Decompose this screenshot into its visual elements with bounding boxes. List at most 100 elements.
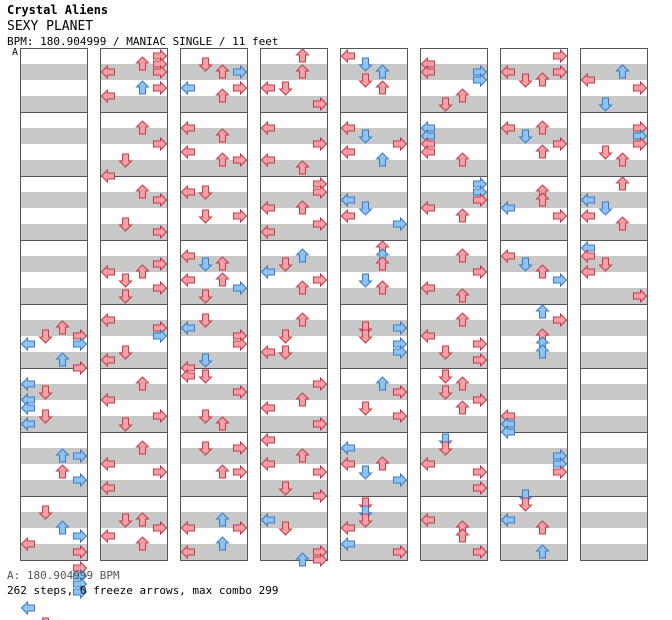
arrow-left-icon bbox=[180, 272, 195, 288]
arrow-left-icon bbox=[100, 168, 115, 184]
arrow-up-icon bbox=[55, 520, 70, 535]
arrow-right-icon bbox=[233, 64, 248, 80]
arrow-right-icon bbox=[393, 472, 408, 488]
arrow-left-icon bbox=[340, 192, 355, 208]
arrow-up-icon bbox=[375, 80, 390, 95]
arrow-up-icon bbox=[375, 64, 390, 79]
arrow-right-icon bbox=[313, 552, 328, 568]
arrow-right-icon bbox=[153, 64, 168, 80]
arrow-left-icon bbox=[500, 200, 515, 216]
arrow-down-icon bbox=[358, 329, 373, 344]
chart-column bbox=[500, 48, 568, 561]
arrow-down-icon bbox=[598, 97, 613, 112]
beat-band bbox=[420, 352, 488, 368]
beat-band bbox=[260, 256, 328, 272]
arrow-right-icon bbox=[473, 192, 488, 208]
arrow-down-icon bbox=[118, 345, 133, 360]
arrow-up-icon bbox=[295, 248, 310, 263]
arrow-left-icon bbox=[180, 368, 195, 384]
arrow-up-icon bbox=[135, 512, 150, 527]
beat-band bbox=[500, 160, 568, 176]
beat-band bbox=[180, 64, 248, 80]
beat-band bbox=[260, 160, 328, 176]
arrow-left-icon bbox=[100, 264, 115, 280]
measure-frame bbox=[340, 496, 408, 561]
arrow-up-icon bbox=[455, 152, 470, 167]
arrow-up-icon bbox=[375, 456, 390, 471]
arrow-right-icon bbox=[633, 288, 648, 304]
beat-band bbox=[500, 224, 568, 240]
beat-band bbox=[100, 384, 168, 400]
beat-band bbox=[340, 128, 408, 144]
arrow-right-icon bbox=[553, 48, 568, 64]
arrow-up-icon bbox=[615, 216, 630, 231]
beat-band bbox=[180, 128, 248, 144]
chart-column bbox=[20, 48, 88, 620]
arrow-up-icon bbox=[535, 120, 550, 135]
arrow-down-icon bbox=[438, 369, 453, 384]
beat-band bbox=[260, 448, 328, 464]
arrow-right-icon bbox=[633, 80, 648, 96]
arrow-right-icon bbox=[553, 208, 568, 224]
arrow-right-icon bbox=[233, 336, 248, 352]
beat-band bbox=[500, 256, 568, 272]
beat-band bbox=[340, 256, 408, 272]
beat-band bbox=[420, 320, 488, 336]
arrow-down-icon bbox=[518, 129, 533, 144]
arrow-right-icon bbox=[73, 448, 88, 464]
arrow-left-icon bbox=[180, 184, 195, 200]
beat-band bbox=[100, 192, 168, 208]
beat-band bbox=[180, 480, 248, 496]
arrow-down-icon bbox=[38, 617, 53, 620]
arrow-right-icon bbox=[393, 136, 408, 152]
beat-band bbox=[100, 64, 168, 80]
beat-band bbox=[260, 64, 328, 80]
arrow-left-icon bbox=[260, 200, 275, 216]
arrow-up-icon bbox=[295, 392, 310, 407]
arrow-up-icon bbox=[215, 256, 230, 271]
beat-band bbox=[580, 192, 648, 208]
beat-band bbox=[260, 480, 328, 496]
arrow-down-icon bbox=[438, 385, 453, 400]
arrow-up-icon bbox=[295, 200, 310, 215]
arrow-up-icon bbox=[215, 464, 230, 479]
beat-band bbox=[180, 224, 248, 240]
arrow-down-icon bbox=[598, 257, 613, 272]
arrow-left-icon bbox=[340, 456, 355, 472]
arrow-right-icon bbox=[313, 136, 328, 152]
beat-band bbox=[20, 480, 88, 496]
beat-band bbox=[180, 160, 248, 176]
arrow-right-icon bbox=[233, 520, 248, 536]
beat-band bbox=[420, 288, 488, 304]
arrow-up-icon bbox=[215, 536, 230, 551]
arrow-left-icon bbox=[420, 200, 435, 216]
arrow-up-icon bbox=[535, 344, 550, 359]
arrow-down-icon bbox=[358, 57, 373, 72]
arrow-right-icon bbox=[553, 64, 568, 80]
arrow-down-icon bbox=[198, 185, 213, 200]
arrow-up-icon bbox=[215, 512, 230, 527]
arrow-right-icon bbox=[313, 376, 328, 392]
arrow-right-icon bbox=[393, 320, 408, 336]
arrow-right-icon bbox=[393, 216, 408, 232]
beat-band bbox=[100, 128, 168, 144]
arrow-up-icon bbox=[135, 264, 150, 279]
beat-band bbox=[500, 64, 568, 80]
arrow-up-icon bbox=[375, 256, 390, 271]
arrow-down-icon bbox=[118, 513, 133, 528]
arrow-up-icon bbox=[375, 280, 390, 295]
arrow-up-icon bbox=[535, 264, 550, 279]
beat-band bbox=[100, 544, 168, 560]
beat-band bbox=[340, 224, 408, 240]
arrow-up-icon bbox=[375, 152, 390, 167]
beat-band bbox=[260, 320, 328, 336]
arrow-up-icon bbox=[455, 208, 470, 223]
arrow-down-icon bbox=[598, 145, 613, 160]
arrow-up-icon bbox=[215, 88, 230, 103]
chart-column bbox=[260, 48, 328, 568]
beat-band bbox=[580, 448, 648, 464]
arrow-down-icon bbox=[198, 313, 213, 328]
arrow-right-icon bbox=[473, 72, 488, 88]
arrow-left-icon bbox=[340, 520, 355, 536]
arrow-right-icon bbox=[153, 224, 168, 240]
